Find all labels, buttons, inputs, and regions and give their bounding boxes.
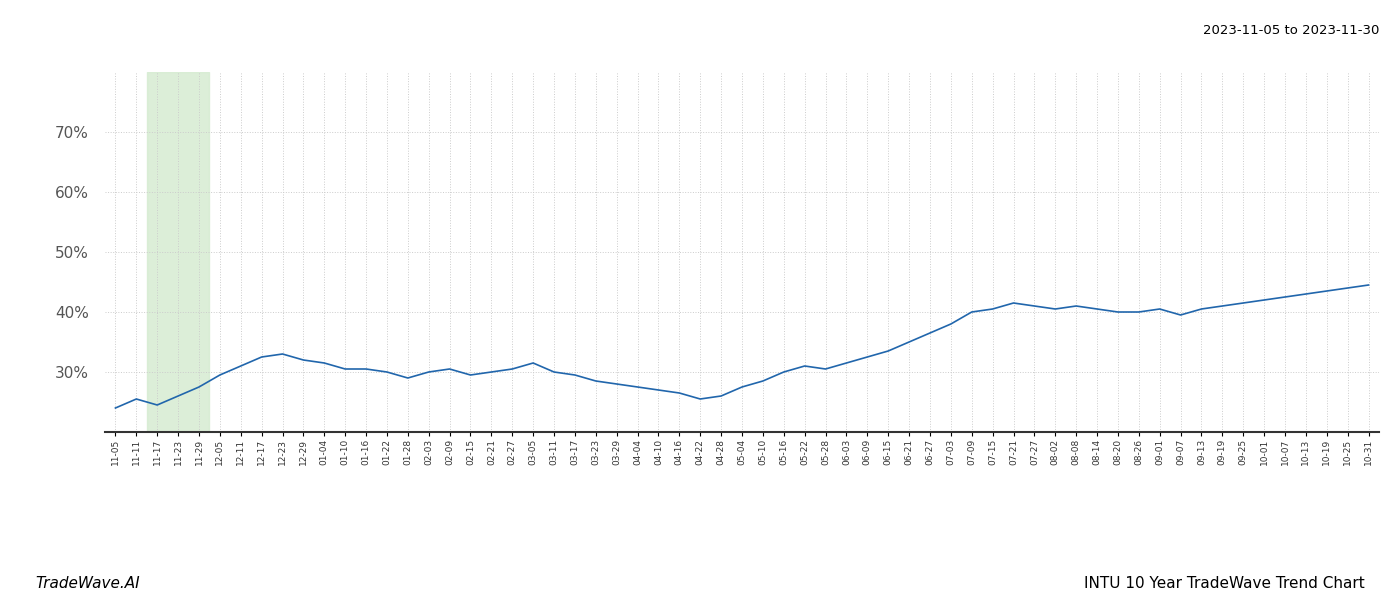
- Text: TradeWave.AI: TradeWave.AI: [35, 576, 140, 591]
- Text: INTU 10 Year TradeWave Trend Chart: INTU 10 Year TradeWave Trend Chart: [1084, 576, 1365, 591]
- Text: 2023-11-05 to 2023-11-30: 2023-11-05 to 2023-11-30: [1203, 24, 1379, 37]
- Bar: [147, 72, 210, 432]
